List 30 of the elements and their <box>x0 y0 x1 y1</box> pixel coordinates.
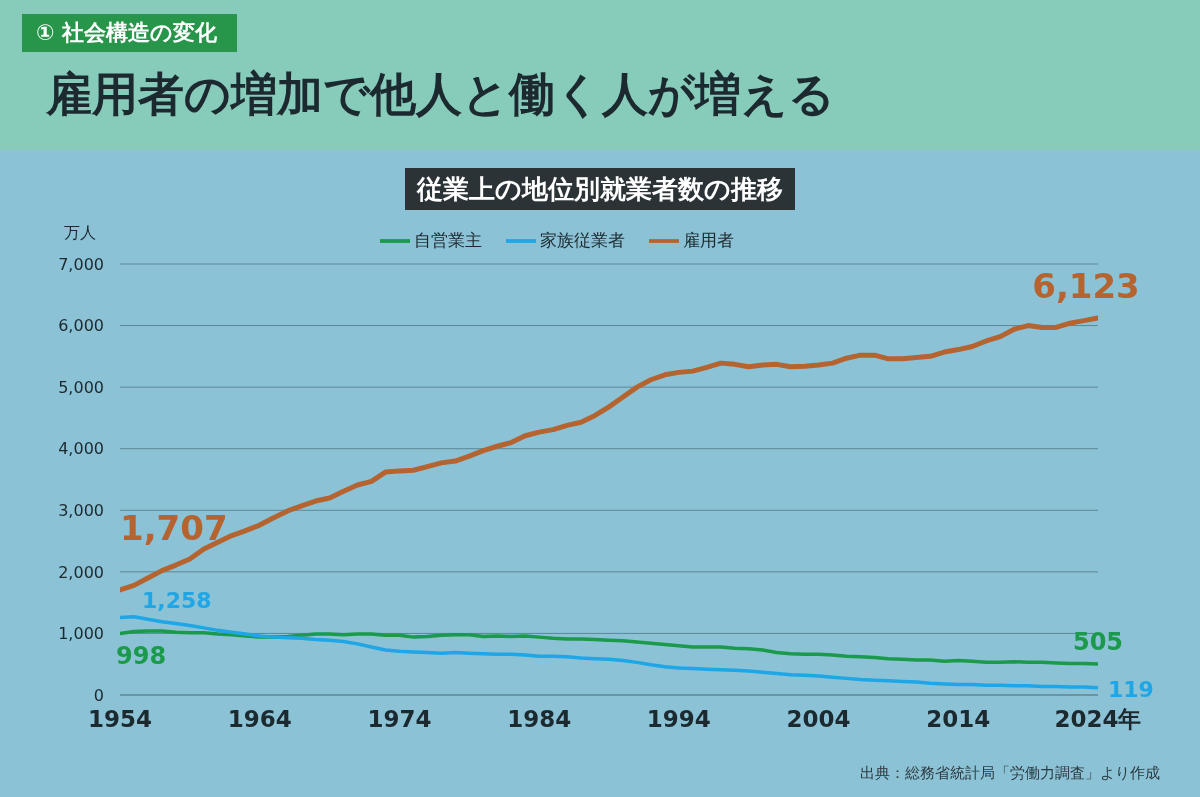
data-label: 1,258 <box>142 587 212 613</box>
chart-subtitle: 従業上の地位別就業者数の推移 <box>417 174 783 204</box>
x-tick-label: 2014 <box>926 706 991 733</box>
x-tick-label: 1964 <box>227 706 292 733</box>
y-tick-label: 7,000 <box>58 254 104 274</box>
y-tick-label: 5,000 <box>58 377 104 397</box>
y-tick-label: 1,000 <box>58 624 104 644</box>
x-tick-label: 1974 <box>367 706 432 733</box>
data-label: 6,123 <box>1032 266 1140 306</box>
chart-title: 雇用者の増加で他人と働く人が増える <box>46 67 835 121</box>
legend-label: 雇用者 <box>683 230 734 250</box>
source-note: 出典：総務省統計局「労働力調査」より作成 <box>860 764 1160 782</box>
legend-label: 家族従業者 <box>540 230 625 250</box>
legend-label: 自営業主 <box>414 230 482 250</box>
x-tick-label: 1984 <box>507 706 572 733</box>
y-tick-label: 6,000 <box>58 316 104 336</box>
x-tick-label: 2024年 <box>1054 706 1142 733</box>
y-tick-label: 0 <box>93 685 104 705</box>
y-axis-title: 万人 <box>64 223 96 242</box>
data-label: 505 <box>1072 627 1124 656</box>
data-label: 1,707 <box>120 507 228 548</box>
x-tick-label: 1994 <box>646 706 711 733</box>
x-tick-label: 1954 <box>87 706 153 733</box>
x-tick-label: 2004 <box>786 706 851 733</box>
y-tick-label: 2,000 <box>58 562 104 582</box>
data-label: 998 <box>116 641 167 670</box>
text: ① 社会構造の変化 <box>36 20 218 45</box>
y-tick-label: 4,000 <box>58 439 104 459</box>
data-label: 119 <box>1108 676 1154 702</box>
y-tick-label: 3,000 <box>58 500 104 520</box>
